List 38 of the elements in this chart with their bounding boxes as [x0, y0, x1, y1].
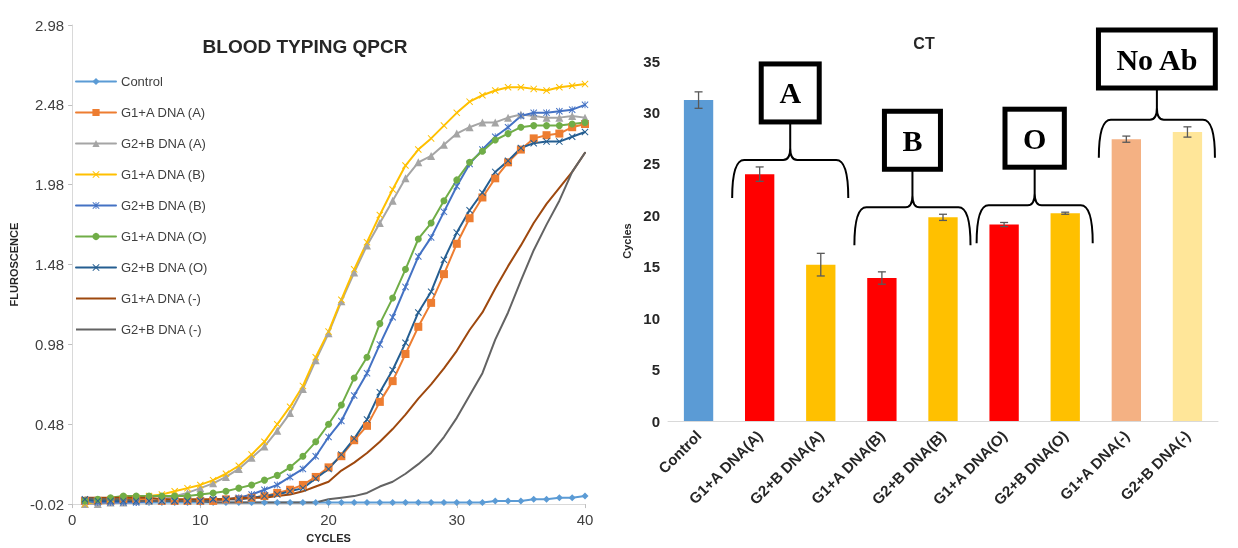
legend-label: G1+A DNA (-) — [121, 291, 201, 306]
x-tick-label: 40 — [576, 511, 594, 529]
legend-label: G1+A DNA (B) — [121, 167, 206, 182]
y-tick-label: 20 — [643, 206, 660, 224]
x-tick-label: 10 — [191, 511, 209, 529]
text: BLOOD TYPING QPCR — [202, 36, 408, 57]
y-tick-label: 1.48 — [34, 256, 65, 274]
x-axis-title: CYCLES — [306, 531, 351, 544]
legend-label: G2+B DNA (O) — [121, 260, 208, 275]
annotation: A — [779, 76, 802, 110]
y-tick-label: 30 — [643, 103, 660, 121]
y-tick-label: -0.02 — [29, 495, 65, 513]
y-tick-label: 10 — [643, 309, 660, 327]
y-tick-label: 2.98 — [34, 16, 65, 34]
annotation: No Ab — [1116, 42, 1198, 76]
x-tick-label: 0 — [67, 511, 77, 529]
legend-label: G2+B DNA (A) — [121, 136, 206, 151]
annotation: B — [902, 123, 923, 157]
legend-label: G1+A DNA (O) — [121, 229, 207, 244]
x-tick-label: 30 — [448, 511, 466, 529]
y-tick-label: 2.48 — [34, 96, 65, 114]
annotation: O — [1022, 121, 1047, 155]
legend-label: G1+A DNA (A) — [121, 105, 206, 120]
y-tick-label: 1.98 — [34, 176, 65, 194]
y-tick-label: 15 — [643, 258, 660, 276]
chart-title: CT — [913, 34, 935, 52]
y-tick-label: 0.48 — [34, 415, 65, 433]
y-tick-label: 0.98 — [34, 335, 65, 353]
legend-label: G2+B DNA (B) — [121, 198, 206, 213]
y-tick-label: 25 — [643, 155, 660, 173]
legend-label: Control — [121, 74, 164, 89]
y-axis-title: FLUROSCENCE — [7, 222, 20, 307]
y-axis-title: Cycles — [620, 223, 633, 259]
y-tick-label: 0 — [651, 412, 660, 430]
y-tick-label: 35 — [643, 52, 660, 70]
x-tick-label: 20 — [320, 511, 337, 529]
y-tick-label: 5 — [651, 361, 660, 379]
legend-label: G2+B DNA (-) — [121, 322, 202, 337]
